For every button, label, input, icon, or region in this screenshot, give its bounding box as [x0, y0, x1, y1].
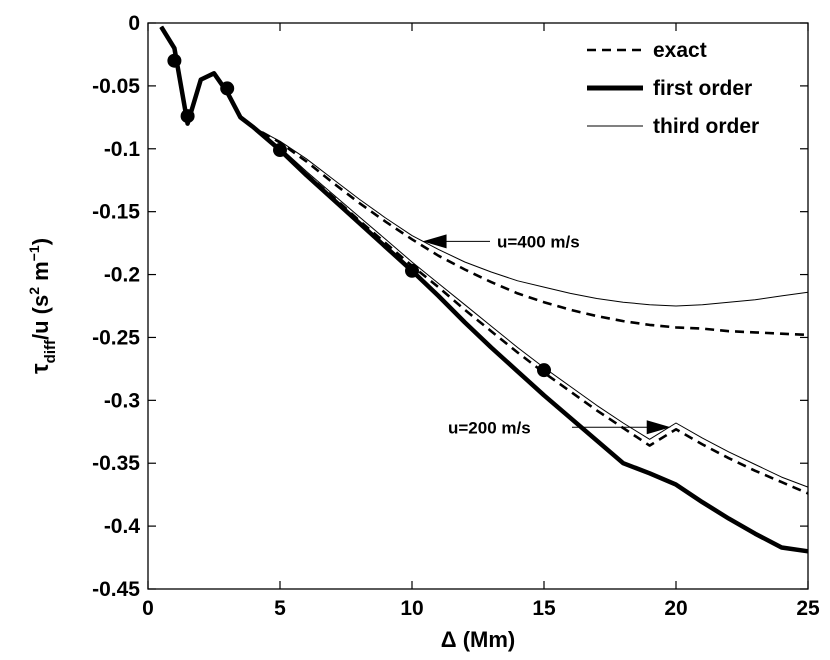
y-tick-label: -0.15	[92, 201, 140, 224]
data-point-marker	[180, 109, 195, 124]
x-tick-label: 15	[532, 597, 556, 620]
data-point-marker	[220, 81, 235, 96]
x-tick-label: 0	[142, 597, 154, 620]
y-axis-label-unit2: m	[28, 261, 53, 287]
legend-label-first-order: first order	[653, 77, 752, 100]
y-tick-label: -0.05	[92, 75, 140, 98]
y-axis-label: τdiff/u (s2 m−1)	[26, 238, 59, 374]
y-tick-label: -0.4	[104, 515, 141, 538]
y-axis-label-subscript: diff	[42, 339, 59, 363]
y-tick-label: -0.25	[92, 326, 140, 349]
data-point-marker	[167, 53, 182, 68]
data-point-marker	[273, 143, 287, 158]
x-axis-label: Δ (Mm)	[441, 627, 515, 652]
annotation-layer: u=400 m/s u=200 m/s	[422, 232, 671, 437]
data-point-marker	[537, 363, 551, 378]
y-tick-label: -0.3	[104, 389, 140, 412]
y-tick-label: -0.45	[92, 578, 140, 601]
x-tick-label: 10	[400, 597, 423, 620]
arrowhead-u400	[422, 234, 447, 249]
annotation-u400: u=400 m/s	[497, 232, 580, 251]
x-tick-label: 5	[274, 597, 286, 620]
x-tick-label: 25	[796, 597, 820, 620]
y-tick-label: -0.1	[104, 138, 141, 161]
y-axis-label-sup2: −1	[26, 245, 42, 261]
marker-layer	[167, 53, 551, 378]
legend-label-third-order: third order	[653, 115, 759, 138]
legend: exact first order third order	[587, 39, 759, 138]
y-axis-label-end: )	[28, 238, 53, 245]
y-axis-label-mid: /u (s	[28, 295, 53, 340]
series-exact-u-400-m-s	[160, 26, 809, 337]
data-point-marker	[405, 263, 419, 278]
y-tick-label: 0	[128, 12, 140, 35]
y-tick-label: -0.35	[92, 452, 140, 475]
axis-ticks: 0 5 10 15 20 25 0 -0.05 -0.1 -0.15 -0.2 -0.25 -0.3 -0…	[92, 12, 820, 620]
legend-label-exact: exact	[653, 39, 707, 62]
x-tick-label: 20	[664, 597, 687, 620]
y-axis-label-symbol: τ	[27, 363, 54, 374]
annotation-u200: u=200 m/s	[448, 418, 531, 437]
y-axis-label-sup1: 2	[26, 287, 42, 295]
series-exact-u-200-m-s	[160, 26, 809, 495]
arrowhead-u200	[646, 420, 671, 435]
y-tick-label: -0.2	[104, 264, 140, 287]
plot-frame	[147, 22, 809, 590]
